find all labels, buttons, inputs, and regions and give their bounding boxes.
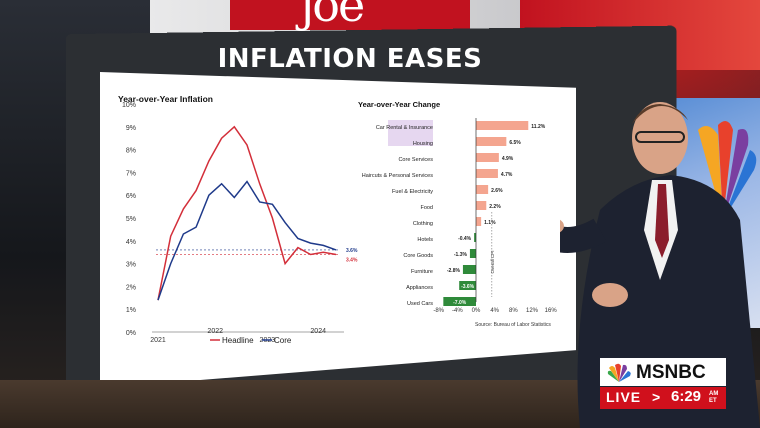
x-tick-label: 2024: [310, 328, 326, 335]
series-line-core: [157, 180, 337, 301]
bar: [476, 137, 507, 146]
bar: [476, 201, 487, 210]
source-note: Source: Bureau of Labor Statistics: [475, 322, 551, 328]
bar-category-label: Appliances: [406, 285, 433, 291]
bar-chart-title: Year-over-Year Change: [358, 100, 440, 109]
bar-category-label: Car Rental & Insurance: [376, 125, 433, 131]
peacock-icon: [607, 363, 631, 382]
x-tick-label: 2021: [150, 337, 166, 344]
bar-category-label: Clothing: [413, 221, 433, 227]
overall-cpi-label: Overall CPI: [490, 250, 495, 273]
bar-x-tick-label: 8%: [509, 308, 518, 314]
line-chart-title: Year-over-Year Inflation: [118, 94, 213, 104]
bar-value-label: 11.2%: [531, 124, 545, 130]
bar: [476, 121, 529, 130]
bar-value-label: -1.3%: [454, 252, 468, 258]
y-tick-label: 9%: [126, 125, 136, 132]
bar-x-tick-label: 0%: [472, 308, 481, 314]
y-tick-label: 10%: [122, 102, 136, 109]
series-line-headline: [157, 125, 337, 301]
bar: [469, 249, 476, 258]
bar-category-label: Haircuts & Personal Services: [362, 173, 433, 179]
bar-value-label: 4.9%: [502, 156, 514, 162]
charts-svg: Year-over-Year Inflation 0% 1% 2% 3% 4% 5% 6% 7%…: [118, 94, 557, 345]
y-tick-label: 3%: [126, 262, 136, 269]
y-tick-label: 8%: [126, 148, 136, 155]
live-bar: [600, 387, 726, 409]
studio-logo-panel: [230, 0, 470, 30]
bar: [459, 281, 476, 290]
y-tick-label: 0%: [126, 330, 136, 337]
label-highlight: [388, 120, 433, 146]
bar: [476, 153, 499, 162]
network-logo: MSNBC: [636, 362, 706, 383]
bar-category-label: Fuel & Electricity: [392, 189, 433, 195]
network-logo-box: [600, 358, 726, 386]
line-chart: Year-over-Year Inflation 0% 1% 2% 3% 4% 5% 6% 7%…: [118, 94, 358, 345]
bar-value-label: -7.0%: [453, 300, 467, 306]
chevron-right-icon: >: [652, 389, 661, 405]
bar: [462, 265, 476, 274]
bar-chart: Year-over-Year Change Car Rental & Insura…: [358, 100, 557, 328]
y-tick-label: 1%: [126, 307, 136, 314]
bar-x-tick-label: -8%: [433, 308, 444, 314]
bar-x-tick-label: -4%: [452, 308, 463, 314]
bar-value-label: 4.7%: [501, 172, 513, 178]
bar: [474, 233, 476, 242]
board-title: INFLATION EASES: [217, 44, 483, 74]
studio-logo: joe: [300, 0, 365, 32]
bar-category-label: Food: [420, 205, 433, 211]
bar: [476, 217, 482, 226]
bar-category-label: Used Cars: [407, 301, 433, 307]
bar-value-label: 2.6%: [491, 188, 503, 194]
y-tick-label: 2%: [126, 284, 136, 291]
bar-x-tick-label: 12%: [526, 308, 539, 314]
bar: [476, 185, 489, 194]
bar: [443, 297, 476, 306]
y-tick-label: 4%: [126, 239, 136, 246]
headline-end-label: 3.4%: [346, 257, 358, 263]
y-tick-label: 7%: [126, 170, 136, 177]
bar-value-label: -0.4%: [458, 236, 472, 242]
bar-value-label: 6.5%: [509, 140, 521, 146]
bar: [476, 169, 498, 178]
time-suffix: AM ET: [709, 391, 719, 404]
bar-x-tick-label: 4%: [490, 308, 499, 314]
legend-label-headline: Headline: [222, 336, 254, 345]
bar-category-label: Furniture: [411, 269, 433, 275]
bar-value-label: -3.6%: [461, 284, 475, 290]
bar-category-label: Hotels: [417, 237, 433, 243]
bar-value-label: -2.8%: [447, 268, 461, 274]
bar-category-label: Core Services: [398, 157, 433, 163]
bar-value-label: 1.1%: [484, 220, 496, 226]
y-tick-label: 5%: [126, 216, 136, 223]
x-tick-label: 2022: [207, 328, 223, 335]
bar-value-label: 2.2%: [489, 204, 501, 210]
y-tick-label: 6%: [126, 193, 136, 200]
chart-panel: Year-over-Year Inflation 0% 1% 2% 3% 4% 5% 6% 7%…: [100, 72, 576, 388]
live-label: LIVE: [606, 389, 642, 405]
legend-label-core: Core: [274, 336, 292, 345]
bar-category-label: Housing: [413, 141, 433, 147]
bar-x-tick-label: 16%: [545, 308, 558, 314]
core-end-label: 3.6%: [346, 248, 358, 254]
bar-category-label: Core Goods: [403, 253, 433, 259]
live-time: 6:29: [671, 388, 702, 405]
